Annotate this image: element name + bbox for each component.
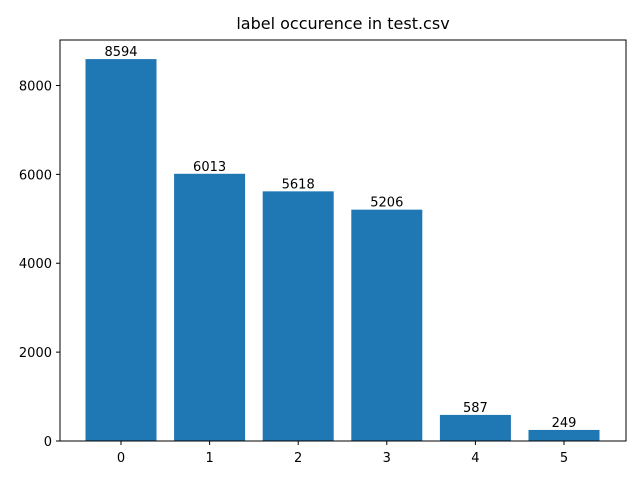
x-axis-ticks: 0 1 2 3 4 5 bbox=[117, 441, 568, 466]
data-label-3: 5206 bbox=[370, 196, 403, 211]
data-label-0: 8594 bbox=[104, 45, 137, 60]
data-label-2: 5618 bbox=[282, 177, 315, 192]
data-label-5: 249 bbox=[552, 416, 577, 431]
plot-frame bbox=[59, 39, 627, 442]
x-tick-label-1: 1 bbox=[205, 451, 213, 466]
x-tick-label-5: 5 bbox=[560, 451, 568, 466]
y-tick-label-6000: 6000 bbox=[19, 168, 52, 183]
y-tick-label-4000: 4000 bbox=[19, 257, 52, 272]
data-label-1: 6013 bbox=[193, 160, 226, 175]
bar-0 bbox=[85, 59, 157, 441]
bar-1 bbox=[174, 173, 246, 442]
y-tick-label-8000: 8000 bbox=[19, 79, 52, 94]
x-tick-label-3: 3 bbox=[383, 451, 391, 466]
y-axis-ticks: 0 2000 4000 6000 8000 bbox=[19, 79, 60, 450]
y-tick-label-2000: 2000 bbox=[19, 346, 52, 361]
x-tick-label-0: 0 bbox=[117, 451, 125, 466]
x-tick-label-2: 2 bbox=[294, 451, 302, 466]
x-tick-label-4: 4 bbox=[471, 451, 479, 466]
bar-3 bbox=[351, 209, 423, 441]
chart-title: label occurence in test.csv bbox=[236, 14, 449, 33]
bar-2 bbox=[262, 191, 334, 441]
bar-5 bbox=[528, 429, 600, 441]
bars-group bbox=[85, 59, 600, 442]
bar-4 bbox=[439, 414, 511, 441]
data-labels-group: 8594 6013 5618 5206 587 249 bbox=[104, 45, 576, 431]
y-tick-label-0: 0 bbox=[44, 435, 52, 450]
data-label-4: 587 bbox=[463, 401, 488, 416]
